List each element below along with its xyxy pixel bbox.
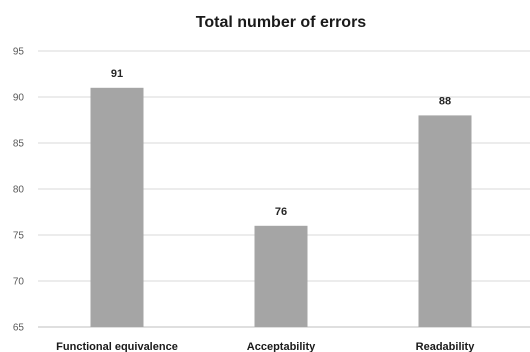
- y-tick-label: 95: [13, 47, 25, 58]
- y-tick-label: 85: [13, 139, 25, 150]
- y-tick-label: 80: [13, 185, 25, 196]
- x-tick-label: Functional equivalence: [56, 341, 178, 352]
- y-tick-label: 65: [13, 323, 25, 334]
- x-tick-label: Acceptability: [247, 341, 316, 352]
- chart-title: Total number of errors: [196, 14, 366, 31]
- y-axis-ticks: 65 70 75 80 85 90 95: [13, 47, 25, 334]
- bar: [254, 225, 308, 327]
- bar-value-label: 76: [275, 206, 287, 218]
- bar: [90, 87, 144, 327]
- bars: [90, 87, 472, 328]
- x-axis-ticks: Functional equivalence Acceptability Reada…: [56, 341, 475, 352]
- x-tick-label: Readability: [416, 341, 476, 352]
- y-tick-label: 90: [13, 93, 25, 104]
- y-tick-label: 75: [13, 231, 25, 242]
- bar-value-label: 91: [111, 68, 123, 80]
- y-tick-label: 70: [13, 277, 25, 288]
- bar: [418, 115, 472, 328]
- bar-value-label: 88: [439, 95, 451, 107]
- data-labels: 91 76 88: [111, 68, 451, 218]
